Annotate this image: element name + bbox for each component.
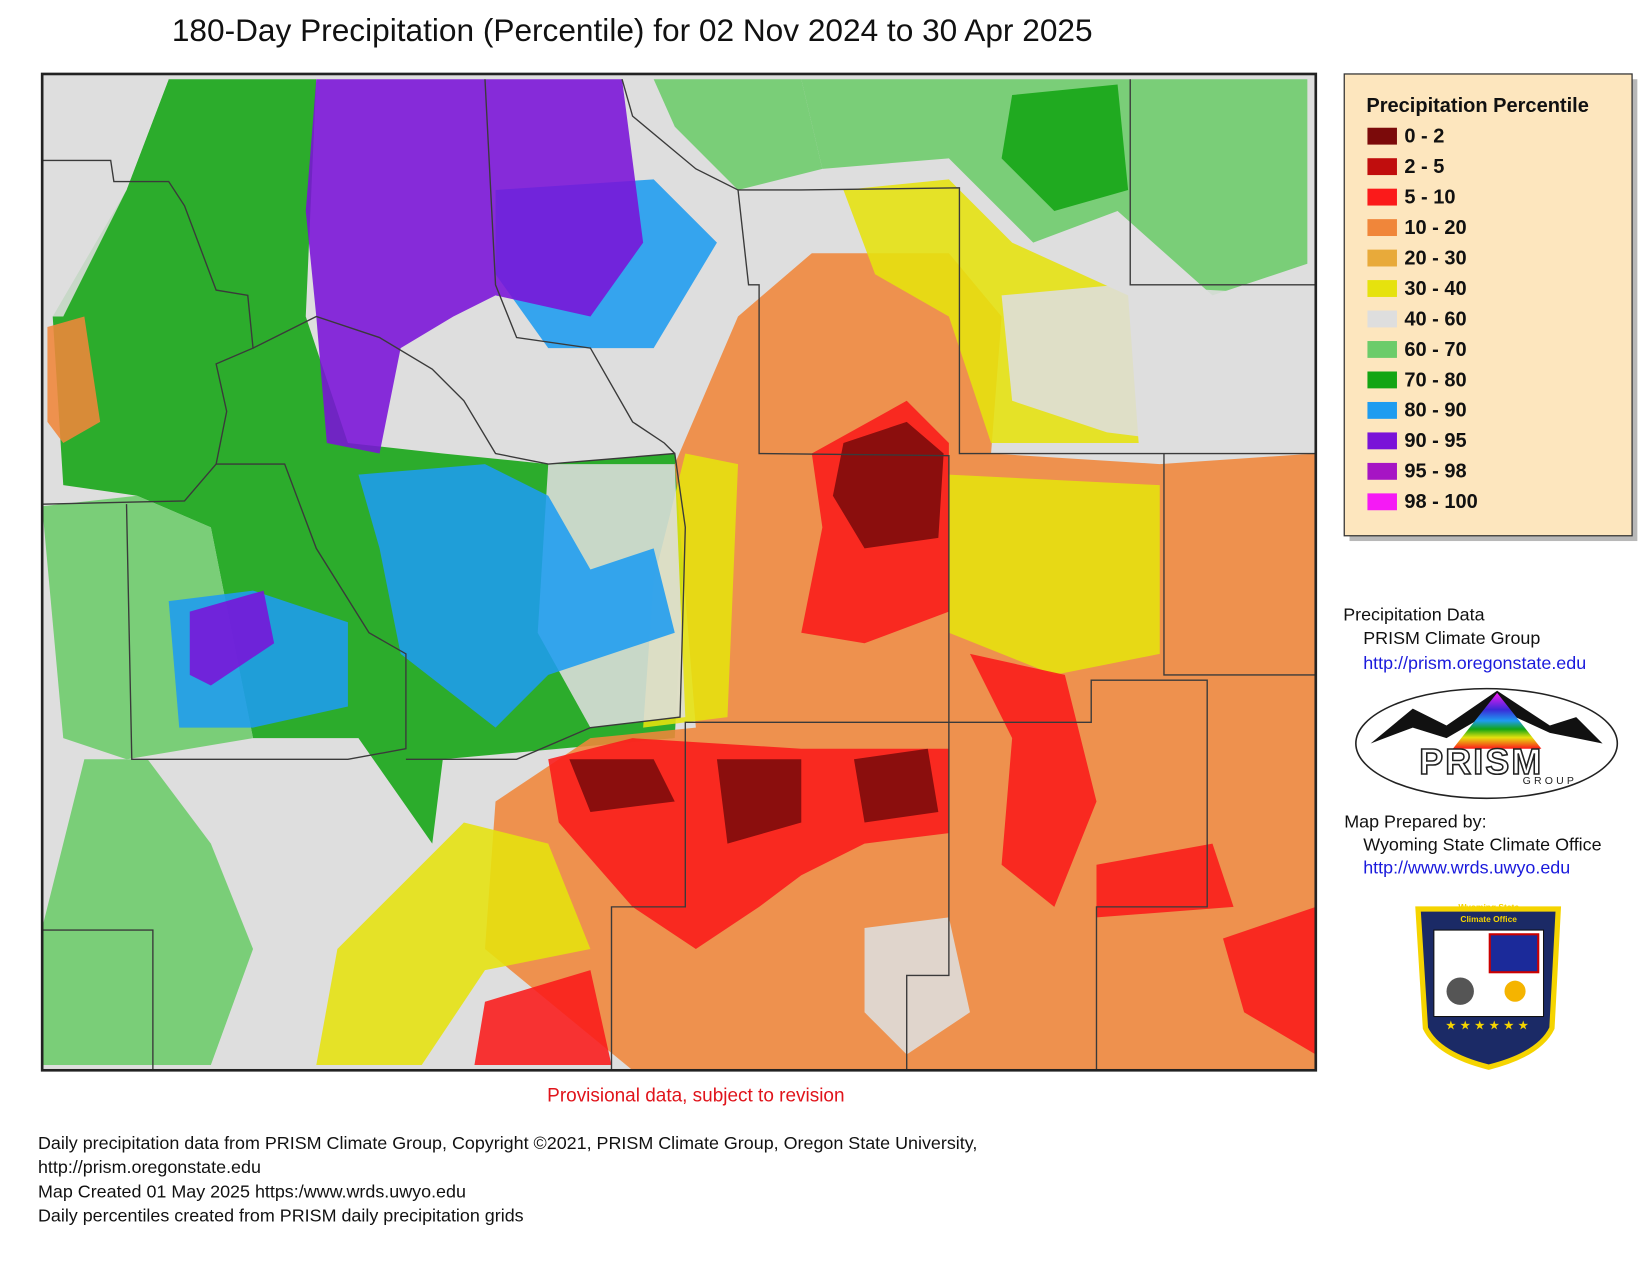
county-line [1129,79,1316,286]
credit-heading: Precipitation Data [1343,605,1484,625]
legend-label: 30 - 40 [1404,278,1466,300]
logo-text: PRISM [1419,742,1543,782]
county-line [906,722,950,1071]
badge-moon [1446,977,1474,1005]
legend-label: 2 - 5 [1404,156,1444,178]
legend-swatch [1367,371,1397,389]
legend-swatch [1367,310,1397,328]
county-line [621,79,1316,455]
provisional-note: Provisional data, subject to revision [547,1086,844,1107]
precip-region [42,79,169,317]
badge-stars: ★★★★★★ [1445,1018,1532,1032]
prism-logo: PRISM GROUP [1355,687,1619,800]
legend-title: Precipitation Percentile [1366,95,1588,117]
legend-box [1343,73,1633,537]
legend-swatch [1367,188,1397,206]
map-area [42,73,1316,1071]
county-line [125,463,407,760]
precip-region [969,653,1097,907]
legend-swatch [1367,249,1397,267]
map-title: 180-Day Precipitation (Percentile) for 0… [172,12,1093,48]
precip-region [1223,906,1316,1055]
precip-region [653,79,823,190]
footer-line: Daily percentiles created from PRISM dai… [38,1206,524,1226]
prepared-heading: Map Prepared by: [1344,811,1486,831]
precip-region [189,590,275,686]
footer-line: Map Created 01 May 2025 https:/www.wrds.… [38,1181,466,1201]
county-line [610,189,950,1071]
precip-region [853,748,939,823]
precip-region [1001,284,1308,443]
legend-label: 98 - 100 [1404,491,1477,513]
logo-prism [1452,692,1542,749]
precip-region [42,759,254,1066]
prepared-url[interactable]: http://www.wrds.uwyo.edu [1363,858,1570,878]
legend-label: 90 - 95 [1404,430,1466,452]
precip-region [716,759,802,844]
precip-region [1096,843,1234,918]
legend-label: 80 - 90 [1404,400,1466,422]
badge-text: Wyoming State [1458,902,1519,912]
county-line [42,929,154,1071]
badge-sun [1504,980,1526,1002]
legend-label: 70 - 80 [1404,369,1466,391]
legend-swatch [1367,341,1397,358]
county-line [252,315,686,760]
state-outline [40,72,1318,1072]
legend-label: 95 - 98 [1404,461,1466,483]
legend-label: 5 - 10 [1404,186,1455,208]
precip-region [474,970,612,1066]
legend-swatch [1367,462,1397,480]
legend-label: 20 - 30 [1404,247,1466,269]
precip-region [358,464,675,728]
precip-region [569,759,675,812]
legend-swatch [1367,158,1397,176]
legend-label: 40 - 60 [1404,308,1466,330]
credit-url[interactable]: http://prism.oregonstate.edu [1363,653,1586,673]
precip-region [832,421,944,549]
county-line [484,79,676,455]
legend-label: 0 - 2 [1404,126,1444,148]
county-line [1163,453,1316,676]
precip-region [47,316,101,443]
logo-subtext: GROUP [1523,775,1577,787]
badge-text: Climate Office [1460,914,1517,924]
legend-swatch [1367,432,1397,450]
footer-line: http://prism.oregonstate.edu [38,1157,261,1177]
footer-line: Daily precipitation data from PRISM Clim… [38,1133,977,1153]
legend-swatch [1367,493,1397,511]
precip-region [316,822,591,1066]
legend-label: 10 - 20 [1404,217,1466,239]
prepared-by: Wyoming State Climate Office [1363,834,1601,854]
precip-region [864,917,970,1055]
footer: Daily precipitation data from PRISM Clim… [38,1133,977,1226]
boundaries [40,72,1318,1072]
precip-region [1001,84,1129,212]
badge-flag [1488,933,1540,974]
credit-source: PRISM Climate Group [1363,628,1540,648]
precip-region [305,79,644,454]
legend-items: 0 - 2 2 - 5 5 - 10 10 - 20 20 - 30 30 - 40 40 … [1367,126,1478,513]
county-line [948,679,1208,1071]
legend-swatch [1367,280,1397,297]
wsco-badge: Wyoming State Climate Office ★★★★★★ [1415,902,1562,1070]
legend-swatch [1367,219,1397,237]
legend-label: 60 - 70 [1404,339,1466,361]
legend-swatch [1367,401,1397,419]
precip-region [948,474,1160,675]
legend-swatch [1367,127,1397,145]
logo-mountains [1370,690,1603,744]
